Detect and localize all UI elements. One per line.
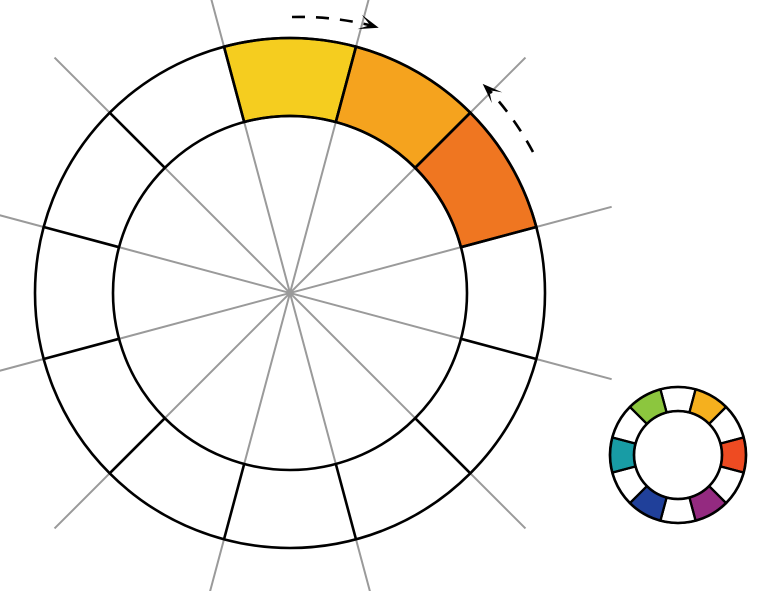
mini-divider-10 bbox=[688, 389, 697, 413]
main-divider-4 bbox=[222, 463, 246, 540]
mini-inner-circle bbox=[632, 409, 724, 501]
main-divider-7 bbox=[43, 225, 120, 249]
main-divider-8 bbox=[108, 111, 166, 169]
mini-divider-1 bbox=[720, 465, 744, 474]
main-divider-1 bbox=[460, 337, 537, 361]
main-divider-5 bbox=[108, 417, 166, 475]
mini-divider-5 bbox=[629, 485, 648, 504]
mini-divider-2 bbox=[708, 485, 727, 504]
main-inner-circle bbox=[111, 114, 469, 472]
main-divider-6 bbox=[43, 337, 120, 361]
main-divider-2 bbox=[414, 417, 472, 475]
mini-wheel-segment-dividers bbox=[612, 389, 744, 521]
mini-divider-0 bbox=[720, 436, 744, 445]
mini-divider-7 bbox=[612, 436, 636, 445]
main-wheel-ring-outline bbox=[33, 36, 547, 550]
clockwise-rotation-arrow-shaft bbox=[291, 15, 374, 28]
main-wheel-filled-segments[interactable] bbox=[222, 36, 538, 249]
rotation-arrows bbox=[291, 14, 535, 153]
main-divider-9 bbox=[222, 46, 246, 123]
counterclockwise-rotation-arrow-head bbox=[482, 83, 503, 104]
mini-divider-9 bbox=[659, 389, 668, 413]
counterclockwise-rotation-arrow-shaft bbox=[486, 87, 535, 153]
mini-wheel-ring-outline bbox=[608, 385, 748, 525]
main-wheel-segment-dividers bbox=[43, 46, 537, 540]
mini-divider-3 bbox=[688, 497, 697, 521]
mini-divider-4 bbox=[659, 497, 668, 521]
main-divider-10 bbox=[334, 46, 358, 123]
main-outer-circle bbox=[33, 36, 547, 550]
clockwise-rotation-arrow-head bbox=[357, 14, 379, 30]
main-divider-0 bbox=[460, 225, 537, 249]
main-divider-11 bbox=[414, 111, 472, 169]
yellow-segment[interactable] bbox=[222, 36, 358, 124]
mini-divider-11 bbox=[708, 406, 727, 425]
main-divider-3 bbox=[334, 463, 358, 540]
mini-divider-6 bbox=[612, 465, 636, 474]
mini-divider-8 bbox=[629, 406, 648, 425]
mini-outer-circle bbox=[608, 385, 748, 525]
